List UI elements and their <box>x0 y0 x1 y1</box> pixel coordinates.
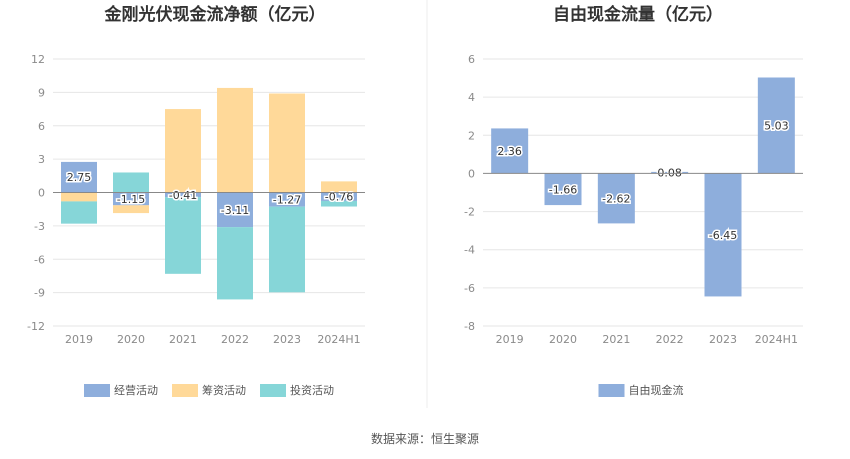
chart0-legend-label-operating[interactable]: 经营活动 <box>114 383 158 397</box>
chart0-data-label: -1.27 <box>273 194 301 207</box>
chart0-x-tick-label: 2021 <box>169 333 197 346</box>
chart0-bar-investing-2024H1 <box>321 200 357 207</box>
chart1-x-tick-label: 2020 <box>549 333 577 346</box>
chart1-data-label: 2.36 <box>497 145 522 158</box>
chart1-y-tick-label: -6 <box>464 282 475 295</box>
chart0-bar-investing-2023 <box>269 206 305 293</box>
chart1-y-tick-label: 6 <box>468 53 475 66</box>
chart0-bar-financing-2021 <box>165 109 201 193</box>
chart0-bar-financing-2024H1 <box>321 181 357 193</box>
chart0-y-tick-label: -9 <box>34 287 45 300</box>
chart0-bar-financing-2019 <box>61 192 97 202</box>
source-note: 数据来源：恒生聚源 <box>371 431 479 446</box>
chart0-x-tick-label: 2020 <box>117 333 145 346</box>
chart0-x-tick-label: 2023 <box>273 333 301 346</box>
chart0-bar-operating-2021 <box>165 192 201 198</box>
chart0-y-tick-label: 3 <box>38 153 45 166</box>
chart0-y-tick-label: -3 <box>34 220 45 233</box>
chart0-bar-operating-2023 <box>269 192 305 207</box>
chart1-bar-fcf-2020 <box>544 173 582 206</box>
chart0-x-tick-label: 2022 <box>221 333 249 346</box>
right-chart: -8-6-4-202462.362019-1.662020-2.6220210.… <box>464 53 803 397</box>
chart1-x-tick-label: 2023 <box>709 333 737 346</box>
chart0-bar-investing-2021 <box>165 197 201 274</box>
chart1-y-tick-label: 4 <box>468 91 475 104</box>
chart1-y-tick-label: -4 <box>464 244 475 257</box>
chart0-y-tick-label: 12 <box>31 53 45 66</box>
chart0-y-tick-label: -6 <box>34 253 45 266</box>
left-chart: -12 -9 -6 -3 0 3 6 9 12 2.75 2019 -1.15 2020 -0.41 202… <box>27 53 365 397</box>
chart1-y-tick-label: 0 <box>468 167 475 180</box>
chart1-bar-fcf-2024H1 <box>757 77 795 174</box>
chart0-bar-investing-2020 <box>113 172 149 193</box>
chart1-legend-label-fcf[interactable]: 自由现金流 <box>629 383 684 397</box>
chart1-data-label: -2.62 <box>602 192 630 205</box>
chart0-x-tick-label: 2024H1 <box>317 333 360 346</box>
chart0-legend-label-financing[interactable]: 筹资活动 <box>202 383 246 397</box>
chart1-y-tick-label: -2 <box>464 206 475 219</box>
chart0-data-label: -0.76 <box>325 191 353 204</box>
chart0-bar-operating-2019 <box>61 161 97 193</box>
chart1-data-label: -1.66 <box>549 183 577 196</box>
chart1-bar-fcf-2021 <box>597 173 635 224</box>
chart0-y-tick-label: -12 <box>27 320 45 333</box>
chart1-x-tick-label: 2024H1 <box>755 333 798 346</box>
chart0-data-label: -0.41 <box>169 189 197 202</box>
chart1-x-tick-label: 2022 <box>656 333 684 346</box>
chart1-y-tick-label: 2 <box>468 129 475 142</box>
chart1-bar-fcf-2019 <box>491 128 529 174</box>
chart0-bar-operating-2022 <box>217 192 253 228</box>
right-chart-title: 自由现金流量（亿元） <box>553 4 723 25</box>
chart0-legend-label-investing[interactable]: 投资活动 <box>290 383 334 397</box>
chart0-bar-operating-2024H1 <box>321 192 357 201</box>
chart0-y-tick-label: 9 <box>38 86 45 99</box>
chart0-data-label: -3.11 <box>221 204 249 217</box>
chart0-bar-financing-2023 <box>269 93 305 193</box>
chart1-bar-fcf-2022 <box>651 171 689 174</box>
chart0-data-label: 2.75 <box>67 171 92 184</box>
chart0-legend-swatch-investing[interactable] <box>260 384 286 397</box>
chart1-y-tick-label: -8 <box>464 320 475 333</box>
chart0-y-tick-label: 0 <box>38 187 45 200</box>
chart1-x-tick-label: 2021 <box>602 333 630 346</box>
chart1-data-label: -6.45 <box>709 229 737 242</box>
chart0-bar-financing-2022 <box>217 87 253 193</box>
chart0-y-tick-label: 6 <box>38 120 45 133</box>
chart0-bar-financing-2020 <box>113 205 149 214</box>
chart0-legend-swatch-operating[interactable] <box>84 384 110 397</box>
chart1-data-label: 5.03 <box>764 119 789 132</box>
chart1-x-tick-label: 2019 <box>496 333 524 346</box>
chart0-x-tick-label: 2019 <box>65 333 93 346</box>
chart0-bar-investing-2019 <box>61 201 97 224</box>
left-chart-title: 金刚光伏现金流净额（亿元） <box>104 4 326 25</box>
chart0-legend-swatch-financing[interactable] <box>172 384 198 397</box>
chart0-bar-investing-2022 <box>217 227 253 300</box>
chart0-data-label: -1.15 <box>117 193 145 206</box>
chart1-bar-fcf-2023 <box>704 173 742 297</box>
chart1-legend-swatch-fcf[interactable] <box>598 384 625 397</box>
chart0-bar-operating-2020 <box>113 192 149 206</box>
